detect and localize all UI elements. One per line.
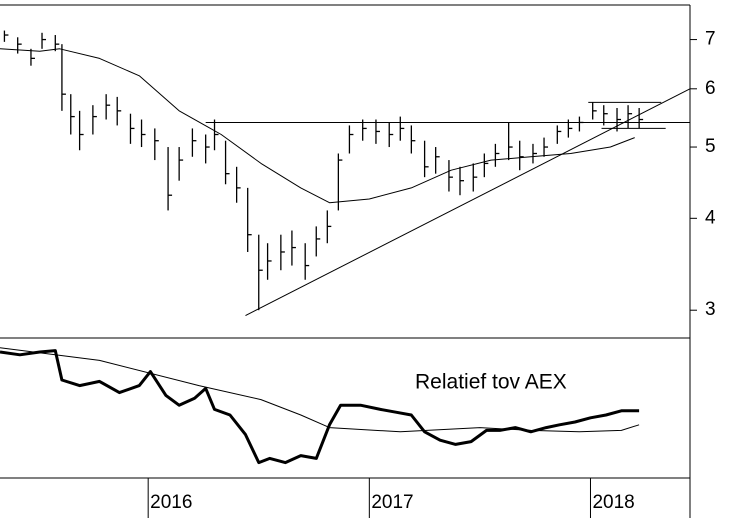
y-tick-label: 6	[705, 78, 716, 99]
series-line	[0, 349, 640, 465]
series-line	[0, 48, 635, 204]
y-tick-label: 4	[705, 207, 716, 228]
y-tick-label: 3	[705, 299, 716, 320]
x-tick-label: 2018	[592, 492, 634, 513]
y-tick-label: 5	[705, 136, 716, 157]
annotation: Relatief tov AEX	[415, 371, 567, 394]
x-tick-label: 2016	[150, 492, 192, 513]
x-tick-label: 2017	[371, 492, 413, 513]
series-line	[0, 347, 640, 433]
y-tick-label: 7	[705, 29, 716, 50]
trend-line	[245, 88, 691, 317]
